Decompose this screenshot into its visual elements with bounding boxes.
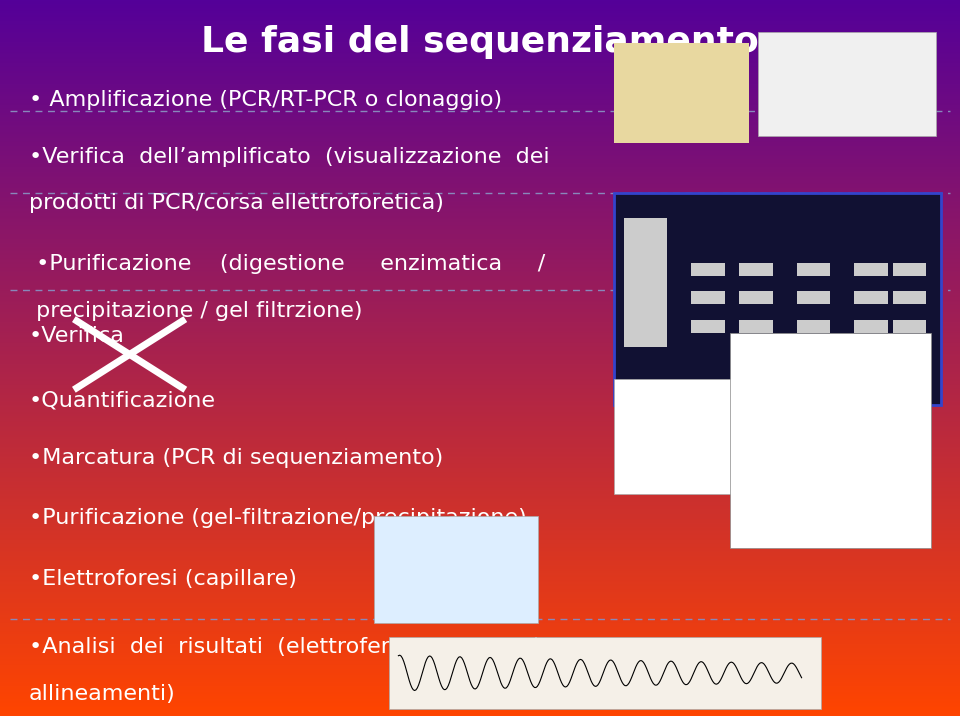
- Text: •Elettroforesi (capillare): •Elettroforesi (capillare): [29, 569, 297, 589]
- Bar: [854, 263, 888, 276]
- Bar: [614, 379, 782, 494]
- Text: •Marcatura (PCR di sequenziamento): •Marcatura (PCR di sequenziamento): [29, 448, 444, 468]
- Bar: [797, 291, 830, 304]
- Bar: [893, 291, 926, 304]
- Text: • Amplificazione (PCR/RT-PCR o clonaggio): • Amplificazione (PCR/RT-PCR o clonaggio…: [29, 90, 502, 110]
- Bar: [893, 320, 926, 333]
- Bar: [624, 218, 667, 347]
- Text: •Purificazione    (digestione     enzimatica     /: •Purificazione (digestione enzimatica /: [29, 254, 545, 274]
- Bar: [797, 320, 830, 333]
- Bar: [389, 637, 821, 709]
- Text: Le fasi del sequenziamento: Le fasi del sequenziamento: [202, 25, 758, 59]
- Bar: [739, 263, 773, 276]
- Bar: [691, 291, 725, 304]
- Bar: [739, 291, 773, 304]
- Text: •Quantificazione: •Quantificazione: [29, 390, 216, 410]
- Bar: [691, 320, 725, 333]
- Bar: [854, 320, 888, 333]
- Text: prodotti di PCR/corsa ellettroforetica): prodotti di PCR/corsa ellettroforetica): [29, 193, 444, 213]
- Text: •Verifica: •Verifica: [29, 326, 125, 346]
- Bar: [739, 320, 773, 333]
- Bar: [374, 516, 538, 623]
- Text: allineamenti): allineamenti): [29, 684, 176, 704]
- Bar: [797, 263, 830, 276]
- Text: precipitazione / gel filtrzione): precipitazione / gel filtrzione): [29, 301, 362, 321]
- Text: •Verifica  dell’amplificato  (visualizzazione  dei: •Verifica dell’amplificato (visualizzazi…: [29, 147, 549, 167]
- Bar: [691, 263, 725, 276]
- Bar: [893, 263, 926, 276]
- Bar: [758, 32, 936, 136]
- Bar: [730, 333, 931, 548]
- Bar: [854, 291, 888, 304]
- Text: •Analisi  dei  risultati  (elettroferogramma  ed: •Analisi dei risultati (elettroferogramm…: [29, 637, 539, 657]
- Text: •Purificazione (gel-filtrazione/precipitazione): •Purificazione (gel-filtrazione/precipit…: [29, 508, 526, 528]
- Bar: [614, 43, 749, 143]
- Bar: [614, 193, 941, 405]
